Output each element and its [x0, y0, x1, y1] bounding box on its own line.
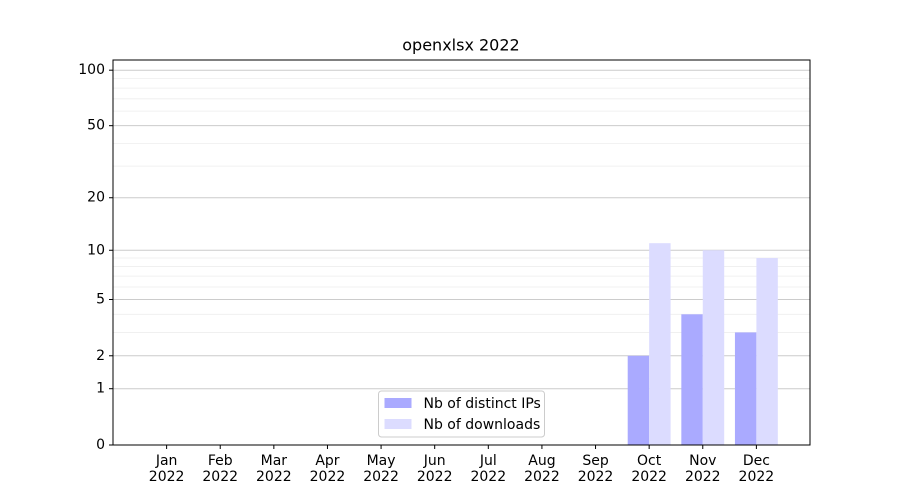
chart-title: openxlsx 2022 [402, 36, 519, 55]
bar [702, 250, 725, 445]
y-tick-label: 10 [87, 242, 105, 258]
bar [756, 257, 778, 445]
x-tick-label: Jul 2022 [470, 453, 507, 485]
x-tick-label: Jan 2022 [148, 453, 185, 485]
legend-swatch [384, 419, 412, 429]
x-tick-label: Nov 2022 [684, 453, 721, 485]
bar [649, 243, 671, 445]
legend-label: Nb of downloads [424, 417, 541, 433]
x-tick-label: Dec 2022 [738, 453, 775, 485]
x-tick-label: Feb 2022 [202, 453, 239, 485]
x-tick-label: Jun 2022 [416, 453, 453, 485]
bar [681, 314, 703, 445]
x-tick-label: Apr 2022 [309, 453, 346, 485]
x-tick-label: Sep 2022 [577, 453, 614, 485]
y-tick-label: 50 [87, 118, 105, 134]
y-tick-label: 2 [96, 348, 105, 364]
y-tick-label: 20 [87, 190, 105, 206]
x-tick-label: May 2022 [363, 453, 399, 485]
x-tick-label: Aug 2022 [524, 453, 560, 485]
y-tick-label: 1 [96, 381, 105, 397]
x-tick-label: Oct 2022 [631, 453, 667, 485]
legend: Nb of distinct IPs Nb of downloads [378, 390, 545, 438]
y-tick-label: 5 [96, 291, 105, 307]
y-tick-label: 0 [96, 437, 105, 453]
legend-box [378, 390, 545, 438]
x-tick-label: Mar 2022 [256, 453, 292, 485]
legend-label: Nb of distinct IPs [424, 396, 541, 412]
plot-frame [112, 59, 811, 446]
bar [734, 332, 757, 445]
y-tick-label: 100 [78, 62, 105, 78]
bar [627, 355, 650, 445]
legend-swatch [384, 398, 412, 408]
